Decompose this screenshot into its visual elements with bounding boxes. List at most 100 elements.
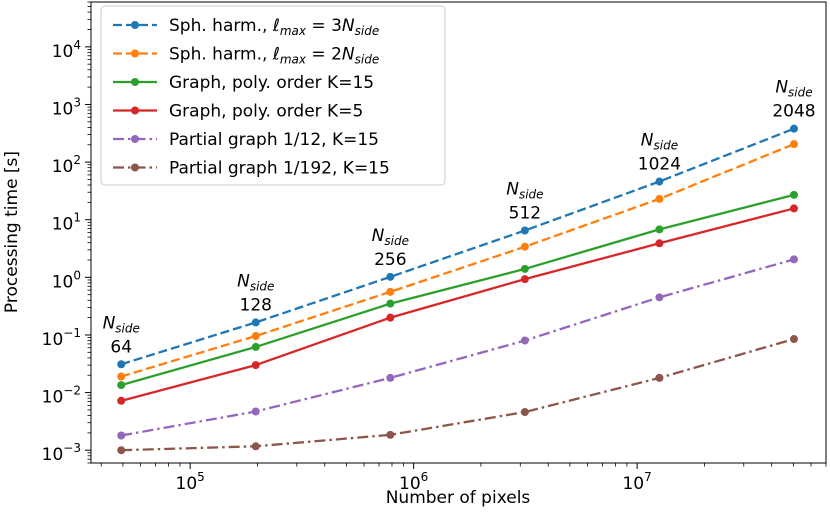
nside-n: N	[372, 226, 385, 246]
series-4	[117, 204, 798, 405]
nside-n: N	[237, 271, 250, 291]
nside-label: Nside	[372, 226, 409, 248]
legend-label: Graph, poly. order K=15	[169, 73, 374, 93]
legend-n-sub: side	[355, 53, 380, 67]
legend-eq: = 3	[306, 16, 342, 36]
legend-marker	[131, 49, 139, 58]
y-tick-label: 10−2	[42, 384, 81, 408]
data-point	[789, 204, 798, 213]
data-point	[520, 226, 529, 235]
legend-label-main: Sph. harm.,	[169, 16, 273, 36]
legend-entry: Partial graph 1/192, K=15	[113, 159, 390, 179]
y-tick-base: 10	[52, 42, 74, 62]
y-tick-exp: 3	[73, 95, 81, 109]
y-tick-exp: −3	[63, 441, 81, 455]
data-point	[117, 360, 126, 369]
data-point	[386, 299, 395, 308]
y-tick-base: 10	[52, 157, 74, 177]
nside-n: N	[641, 131, 654, 151]
data-point	[789, 190, 798, 199]
x-tick-label: 105	[176, 470, 205, 494]
series-5	[117, 255, 798, 440]
legend-entry: Sph. harm., ℓmax = 2Nside	[113, 45, 379, 67]
series-line	[121, 258, 795, 437]
nside-value: 128	[240, 295, 272, 315]
legend-label-main: Graph, poly. order K=15	[169, 73, 374, 93]
data-point	[520, 242, 529, 251]
y-tick-exp: 2	[73, 153, 81, 167]
data-point	[655, 293, 664, 302]
nside-n: N	[506, 179, 519, 199]
data-point	[117, 396, 126, 405]
data-point	[251, 342, 260, 351]
legend-n: N	[342, 45, 355, 65]
nside-n: N	[775, 78, 788, 98]
legend-entry: Sph. harm., ℓmax = 3Nside	[113, 16, 379, 38]
legend-label: Sph. harm., ℓmax = 2Nside	[169, 45, 379, 67]
series-1	[117, 124, 798, 369]
data-point	[655, 239, 664, 248]
data-point	[386, 373, 395, 382]
x-axis-title: Number of pixels	[386, 488, 531, 508]
data-point	[386, 313, 395, 322]
nside-label: Nside	[641, 131, 678, 153]
data-point	[117, 381, 126, 390]
y-tick-exp: 0	[73, 268, 81, 282]
y-tick-base: 10	[42, 388, 64, 408]
legend-label: Sph. harm., ℓmax = 3Nside	[169, 16, 379, 38]
nside-value: 256	[374, 250, 406, 270]
data-point	[386, 272, 395, 281]
y-tick-exp: 1	[73, 211, 81, 225]
legend-n: N	[342, 16, 355, 36]
annotation-layer: Nside64Nside128Nside256Nside512Nside1024…	[103, 78, 816, 358]
legend-box	[100, 5, 446, 186]
series-2	[117, 140, 798, 381]
x-tick-base: 10	[622, 474, 644, 494]
legend-label: Partial graph 1/12, K=15	[169, 130, 379, 150]
data-point	[117, 446, 126, 455]
data-point	[789, 335, 798, 344]
nside-value: 512	[509, 203, 541, 223]
series-6	[117, 335, 798, 455]
nside-label: Nside	[506, 179, 543, 201]
nside-sub: side	[384, 234, 409, 248]
y-tick-label: 102	[52, 153, 81, 177]
y-tick-base: 10	[42, 330, 64, 350]
x-tick-label: 107	[622, 470, 651, 494]
y-tick-exp: −1	[63, 326, 81, 340]
legend-n-sub: side	[355, 24, 380, 38]
legend-label-main: Sph. harm.,	[169, 45, 273, 65]
data-point	[117, 431, 126, 440]
data-point	[251, 331, 260, 340]
y-tick-exp: −2	[63, 384, 81, 398]
legend-label: Graph, poly. order K=5	[169, 102, 363, 122]
data-point	[655, 225, 664, 234]
data-point	[520, 264, 529, 273]
x-tick-label: 106	[399, 470, 428, 494]
nside-n: N	[103, 313, 116, 333]
legend-label-main: Partial graph 1/12, K=15	[169, 130, 379, 150]
legend-marker	[131, 135, 139, 143]
y-tick-base: 10	[42, 445, 64, 465]
legend-label-main: Partial graph 1/192, K=15	[169, 159, 390, 179]
series-layer	[117, 124, 798, 455]
legend-ell: ℓ	[272, 16, 280, 36]
nside-sub: side	[788, 86, 813, 100]
y-tick-base: 10	[52, 272, 74, 292]
y-tick-label: 10−1	[42, 326, 81, 350]
data-point	[251, 407, 260, 416]
legend-marker	[131, 163, 139, 172]
x-tick-exp: 6	[421, 470, 429, 484]
y-tick-base: 10	[52, 99, 74, 119]
legend-marker	[131, 21, 139, 29]
data-point	[386, 430, 395, 439]
series-line	[121, 337, 795, 452]
legend-entry: Graph, poly. order K=15	[113, 73, 374, 93]
nside-sub: side	[519, 187, 544, 201]
